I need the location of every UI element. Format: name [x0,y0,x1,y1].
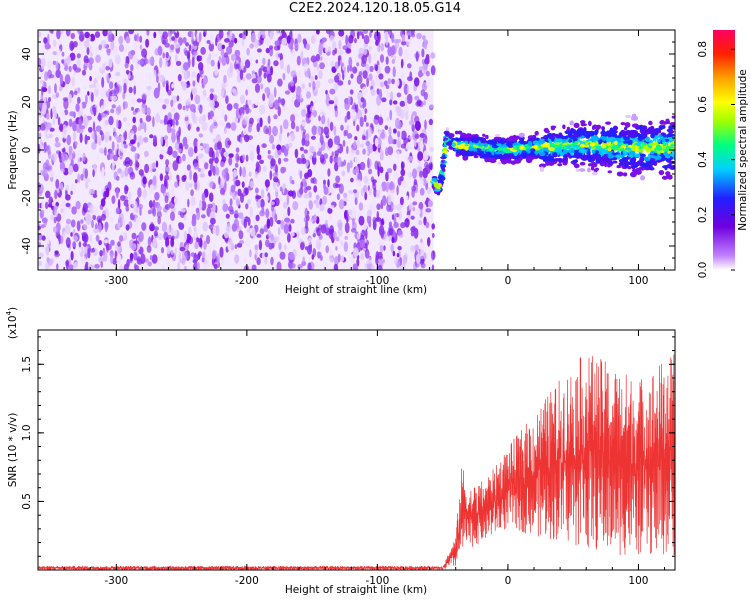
snr-series-line [38,354,675,570]
colorbar [713,30,735,270]
spectrogram-x-tick-label: -100 [365,275,389,287]
colorbar-tick-label: 0.4 [697,151,709,168]
spectrogram-y-tick-label: 0 [21,147,33,154]
snr-frame [37,329,676,571]
spectrogram-y-tick-label: 40 [21,47,33,60]
snr-scale-note: (x104) [5,307,19,339]
spectrogram-y-tick-label: -20 [21,189,33,206]
snr-x-tick-label: -300 [104,575,128,587]
spectrogram-x-axis-label: Height of straight line (km) [285,284,427,296]
snr-x-tick-label: 100 [628,575,648,587]
snr-y-tick-label: 0.5 [21,493,33,510]
colorbar-ticks: 0.0 0.2 0.4 0.6 0.8 [697,41,735,278]
snr-x-tick-label: 0 [505,575,512,587]
snr-marks [38,354,675,570]
spectrogram-y-axis-label: Frequency (Hz) [7,110,19,189]
spectrogram-marks [38,30,675,270]
spectrogram-y-tick-label: -40 [21,237,33,254]
spectrogram-x-tick-label: 0 [505,275,512,287]
colorbar-tick-label: 0.2 [697,206,709,223]
colorbar-label: Normalized spectral amplitude [737,69,749,230]
chart-title: C2E2.2024.120.18.05.G14 [288,1,462,16]
snr-y-tick-label: 1.5 [21,356,33,373]
spectrogram-x-tick-label: -200 [235,275,259,287]
snr-x-tick-label: -200 [235,575,259,587]
spectrogram-x-tick-label: 100 [628,275,648,287]
snr-x-axis-label: Height of straight line (km) [285,584,427,596]
snr-x-tick-label: -100 [365,575,389,587]
colorbar-tick-label: 0.6 [697,96,709,113]
noise-speckle [38,30,436,270]
snr-ticks: -300 -200 -100 0 100 0.5 1.0 1.5 [21,330,675,587]
snr-y-axis-label: SNR (10 * v/v) [7,413,19,488]
colorbar-tick-label: 0.0 [697,262,709,279]
signal-band [430,113,675,196]
spectrogram-x-tick-label: -300 [104,275,128,287]
spectrogram-y-tick-label: 20 [21,95,33,108]
colorbar-tick-label: 0.8 [697,41,709,58]
snr-y-tick-label: 1.0 [21,425,33,442]
